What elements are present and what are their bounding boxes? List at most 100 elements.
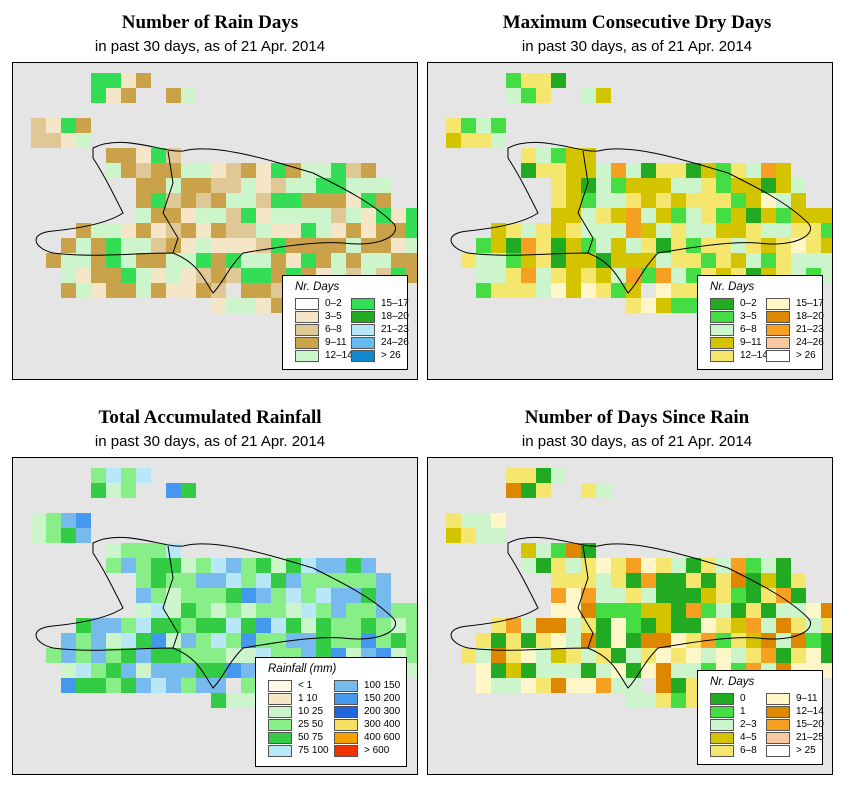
grid-cell <box>671 253 686 268</box>
grid-cell <box>521 88 536 103</box>
panel-title: Number of Rain Days <box>121 12 299 33</box>
coastline <box>450 141 811 294</box>
grid-cell <box>521 468 536 483</box>
grid-cell <box>151 193 166 208</box>
grid-cell <box>716 633 731 648</box>
grid-cell <box>596 88 611 103</box>
grid-cell <box>491 253 506 268</box>
grid-cell <box>271 558 286 573</box>
grid-cell <box>241 238 256 253</box>
grid-cell <box>521 253 536 268</box>
grid-cell <box>596 283 611 298</box>
legend-swatch <box>268 706 292 718</box>
grid-cell <box>731 618 746 633</box>
grid-cell <box>521 268 536 283</box>
grid-cell <box>551 618 566 633</box>
grid-cell <box>536 483 551 498</box>
grid-cell <box>196 208 211 223</box>
country-border <box>577 545 594 649</box>
grid-cell <box>166 483 181 498</box>
grid-cell <box>181 163 196 178</box>
grid-cell <box>521 618 536 633</box>
grid-cell <box>776 253 791 268</box>
grid-cell <box>301 208 316 223</box>
grid-cell <box>211 693 226 708</box>
grid-cell <box>821 618 832 633</box>
grid-cell <box>791 618 806 633</box>
grid-cell <box>671 208 686 223</box>
grid-cell <box>536 238 551 253</box>
grid-cell <box>106 283 121 298</box>
grid-cell <box>226 208 241 223</box>
grid-cell <box>581 648 596 663</box>
grid-cell <box>181 588 196 603</box>
grid-cell <box>121 163 136 178</box>
grid-cell <box>331 208 346 223</box>
grid-cell <box>76 133 91 148</box>
grid-cell <box>286 208 301 223</box>
grid-cell <box>151 163 166 178</box>
grid-cell <box>566 543 581 558</box>
grid-cell <box>316 178 331 193</box>
grid-cell <box>626 633 641 648</box>
grid-cell <box>506 73 521 88</box>
grid-cell <box>241 588 256 603</box>
grid-cell <box>181 633 196 648</box>
grid-cell <box>521 73 536 88</box>
grid-cell <box>821 603 832 618</box>
grid-cell <box>196 588 211 603</box>
grid-cell <box>76 513 91 528</box>
grid-cell <box>716 223 731 238</box>
grid-cell <box>181 88 196 103</box>
grid-cell <box>256 588 271 603</box>
grid-cell <box>671 693 686 708</box>
grid-cell <box>121 648 136 663</box>
grid-cell <box>626 693 641 708</box>
grid-cell <box>121 253 136 268</box>
grid-cell <box>181 238 196 253</box>
grid-cell <box>476 268 491 283</box>
grid-cell <box>761 253 776 268</box>
grid-cell <box>791 178 806 193</box>
grid-cell <box>656 298 671 313</box>
grid-cell <box>166 163 181 178</box>
grid-cell <box>701 163 716 178</box>
grid-cell <box>776 558 791 573</box>
grid-cell <box>671 678 686 693</box>
grid-cell <box>346 633 361 648</box>
grid-cell <box>806 208 821 223</box>
grid-cell <box>196 178 211 193</box>
grid-cell <box>211 663 226 678</box>
country-border <box>577 150 594 254</box>
grid-cell <box>241 298 256 313</box>
grid-cell <box>361 253 376 268</box>
grid-cell <box>581 678 596 693</box>
grid-cell <box>61 253 76 268</box>
grid-cell <box>91 73 106 88</box>
grid-cell <box>121 468 136 483</box>
grid-cell <box>91 253 106 268</box>
grid-cell <box>671 283 686 298</box>
grid-cell <box>76 648 91 663</box>
grid-cell <box>716 193 731 208</box>
grid-cell <box>806 618 821 633</box>
grid-cell <box>686 588 701 603</box>
grid-cell <box>626 208 641 223</box>
grid-cell <box>376 573 391 588</box>
grid-cell <box>626 298 641 313</box>
grid-cell <box>626 238 641 253</box>
legend-swatch <box>766 745 790 757</box>
grid-cell <box>596 618 611 633</box>
grid-cell <box>611 208 626 223</box>
legend-title: Nr. Days <box>710 676 755 688</box>
grid-cell <box>271 178 286 193</box>
grid-cell <box>316 603 331 618</box>
panel-dry-days: Maximum Consecutive Dry Days in past 30 … <box>427 0 847 385</box>
grid-cell <box>76 528 91 543</box>
grid-cell <box>196 223 211 238</box>
grid-cell <box>76 633 91 648</box>
grid-cell <box>611 573 626 588</box>
grid-cell <box>136 253 151 268</box>
grid-cell <box>521 678 536 693</box>
grid-cell <box>551 663 566 678</box>
